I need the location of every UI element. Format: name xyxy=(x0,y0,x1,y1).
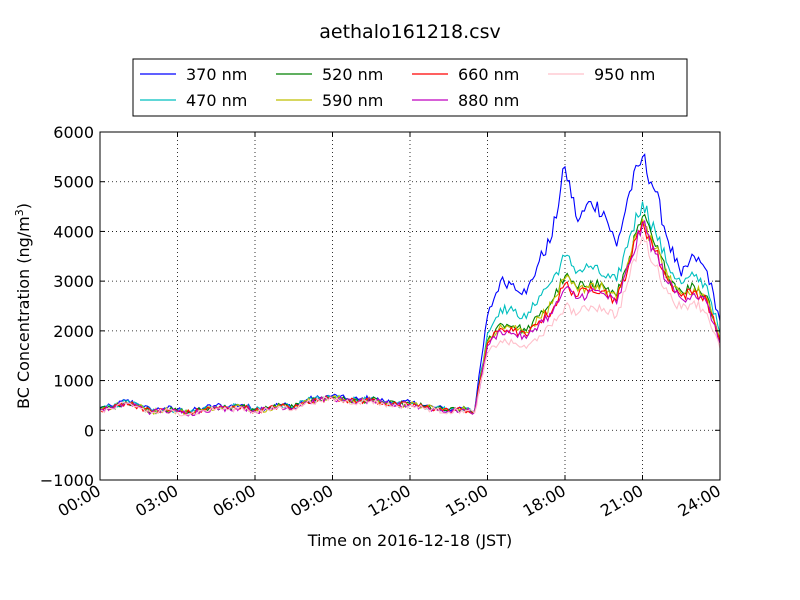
y-axis-label-end: ) xyxy=(14,203,33,209)
legend-label: 950 nm xyxy=(594,65,655,84)
legend-label: 520 nm xyxy=(322,65,383,84)
legend-label: 370 nm xyxy=(186,65,247,84)
y-tick-label: −1000 xyxy=(40,471,94,490)
y-tick-label: 1000 xyxy=(53,372,94,391)
y-axis-label: BC Concentration (ng/m3) xyxy=(13,203,33,409)
legend-label: 880 nm xyxy=(458,91,519,110)
y-tick-label: 2000 xyxy=(53,322,94,341)
legend: 370 nm 470 nm 520 nm 590 nm 660 nm 880 nm 950 … xyxy=(132,58,688,117)
y-tick-label: 5000 xyxy=(53,173,94,192)
series-layer xyxy=(99,153,721,417)
y-tick-label: 3000 xyxy=(53,272,94,291)
y-tick-label: 0 xyxy=(84,421,94,440)
legend-label: 470 nm xyxy=(186,91,247,110)
legend-label: 590 nm xyxy=(322,91,383,110)
chart-title: aethalo161218.csv xyxy=(319,21,501,43)
y-tick-label: 4000 xyxy=(53,222,94,241)
legend-label: 660 nm xyxy=(458,65,519,84)
y-tick-label: 6000 xyxy=(53,123,94,142)
y-axis-label-superscript: 3 xyxy=(13,209,26,216)
legend-frame xyxy=(132,58,688,117)
series-line-950-nm xyxy=(100,234,721,417)
series-line-370-nm xyxy=(99,153,721,414)
y-axis-label-main: BC Concentration (ng/m xyxy=(14,216,33,409)
x-axis-label: Time on 2016-12-18 (JST) xyxy=(307,531,512,550)
